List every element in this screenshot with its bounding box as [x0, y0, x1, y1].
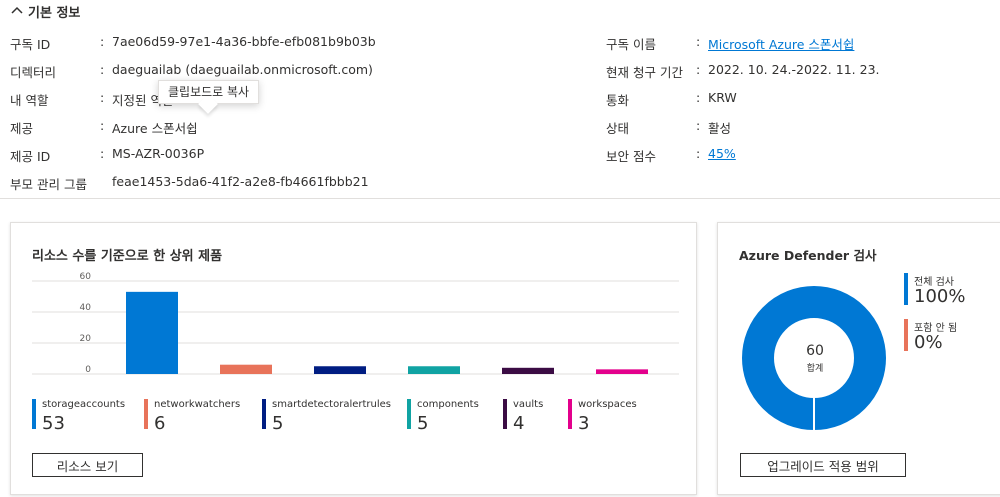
legend-color [568, 399, 572, 429]
section-divider [0, 198, 1000, 199]
legend-label: workspaces [578, 399, 637, 410]
prop-parent-management-group: 부모 관리 그룹 feae1453-5da6-41f2-a2e8-fb4661f… [10, 174, 376, 202]
y-tick-label: 20 [80, 334, 92, 344]
azure-defender-title: Azure Defender 검사 [739, 248, 877, 263]
subscription-id-value[interactable]: 7ae06d59-97e1-4a36-bbfe-efb081b9b03b [112, 34, 376, 49]
properties-right: 구독 이름 : Microsoft Azure 스폰서쉽 현재 청구 기간 : … [606, 34, 880, 174]
y-tick-label: 60 [80, 272, 92, 282]
prop-label: 보안 점수 [606, 149, 656, 164]
donut-total-value: 60 [806, 343, 824, 359]
prop-status: 상태 : 활성 [606, 118, 732, 136]
legend-color [262, 399, 266, 429]
legend-label-covered: 전체 검사 [914, 277, 954, 288]
prop-label: 구독 이름 [606, 37, 656, 52]
legend-color-covered [904, 273, 908, 305]
currency-value: KRW [708, 90, 737, 105]
legend-value-not-covered: 0% [914, 332, 943, 353]
bar-storageaccounts[interactable] [126, 291, 178, 374]
legend-color [503, 399, 507, 429]
bar-workspaces[interactable] [596, 369, 648, 374]
prop-label: 디렉터리 [10, 65, 57, 80]
legend-value: 5 [417, 413, 429, 434]
y-tick-label: 40 [80, 303, 92, 313]
top-products-title: 리소스 수를 기준으로 한 상위 제품 [32, 249, 223, 264]
legend-label-not-covered: 포함 안 됨 [914, 323, 958, 334]
prop-secure-score: 보안 점수 : 45% [606, 146, 736, 164]
prop-label: 구독 ID [10, 37, 51, 52]
bar-smartdetectoralertrules[interactable] [314, 366, 366, 374]
legend-label: smartdetectoralertrules [272, 399, 392, 410]
azure-defender-card: Azure Defender 검사 60 합계 전체 검사 100% 포함 안 … [717, 222, 1000, 495]
legend-value: 53 [42, 413, 65, 434]
legend-label: components [417, 399, 479, 410]
legend-value: 4 [513, 413, 525, 434]
prop-subscription-id: 구독 ID : 7ae06d59-97e1-4a36-bbfe-efb081b9… [10, 34, 376, 52]
subscription-name-link[interactable]: Microsoft Azure 스폰서쉽 [708, 37, 855, 52]
donut-total-label: 합계 [806, 364, 824, 374]
legend-label: networkwatchers [154, 399, 241, 410]
legend-color [144, 399, 148, 429]
legend-value: 6 [154, 413, 166, 434]
copy-tooltip: 클립보드로 복사 [158, 80, 260, 104]
legend-label: vaults [513, 399, 544, 410]
prop-label: 현재 청구 기간 [606, 65, 683, 80]
prop-subscription-name: 구독 이름 : Microsoft Azure 스폰서쉽 [606, 34, 855, 52]
bar-networkwatchers[interactable] [220, 364, 272, 374]
prop-currency: 통화 : KRW [606, 90, 737, 108]
properties-left: 구독 ID : 7ae06d59-97e1-4a36-bbfe-efb081b9… [10, 34, 376, 202]
bar-vaults[interactable] [502, 367, 554, 374]
defender-coverage-donut [742, 286, 886, 430]
secure-score-link[interactable]: 45% [708, 146, 736, 161]
offer-id-value: MS-AZR-0036P [112, 146, 205, 161]
top-products-card: 리소스 수를 기준으로 한 상위 제품 0 20 40 60 storageaccou… [10, 222, 697, 495]
parent-management-group-value: feae1453-5da6-41f2-a2e8-fb4661fbbb21 [112, 174, 369, 189]
legend-value-covered: 100% [914, 286, 966, 307]
prop-directory: 디렉터리 : daeguailab (daeguailab.onmicrosof… [10, 62, 373, 80]
prop-label: 내 역할 [10, 93, 49, 108]
legend-color [32, 399, 36, 429]
legend-color-not-covered [904, 319, 908, 351]
chevron-up-icon [11, 6, 23, 14]
prop-billing-period: 현재 청구 기간 : 2022. 10. 24.-2022. 11. 23. [606, 62, 880, 80]
tooltip-text: 클립보드로 복사 [168, 85, 250, 99]
top-products-bar-chart: 0 20 40 60 [32, 272, 679, 375]
legend-label: storageaccounts [42, 399, 126, 410]
prop-offer-id: 제공 ID : MS-AZR-0036P [10, 146, 205, 164]
legend-color [407, 399, 411, 429]
view-resources-button[interactable]: 리소스 보기 [32, 453, 143, 477]
prop-label: 상태 [606, 121, 630, 136]
upgrade-coverage-button[interactable]: 업그레이드 적용 범위 [740, 453, 906, 477]
legend-value: 3 [578, 413, 590, 434]
prop-offer: 제공 : Azure 스폰서쉽 [10, 118, 198, 136]
section-title: 기본 정보 [28, 5, 81, 21]
directory-value: daeguailab (daeguailab.onmicrosoft.com) [112, 62, 373, 77]
billing-period-value: 2022. 10. 24.-2022. 11. 23. [708, 62, 880, 77]
basic-info-toggle[interactable]: 기본 정보 [10, 2, 81, 21]
prop-label: 제공 ID [10, 149, 51, 164]
y-tick-label: 0 [85, 365, 91, 375]
offer-value: Azure 스폰서쉽 [112, 121, 198, 136]
prop-label: 제공 [10, 121, 34, 136]
bar-components[interactable] [408, 366, 460, 374]
prop-label: 통화 [606, 93, 630, 108]
legend-value: 5 [272, 413, 284, 434]
status-value: 활성 [708, 121, 732, 136]
prop-label: 부모 관리 그룹 [10, 177, 87, 192]
